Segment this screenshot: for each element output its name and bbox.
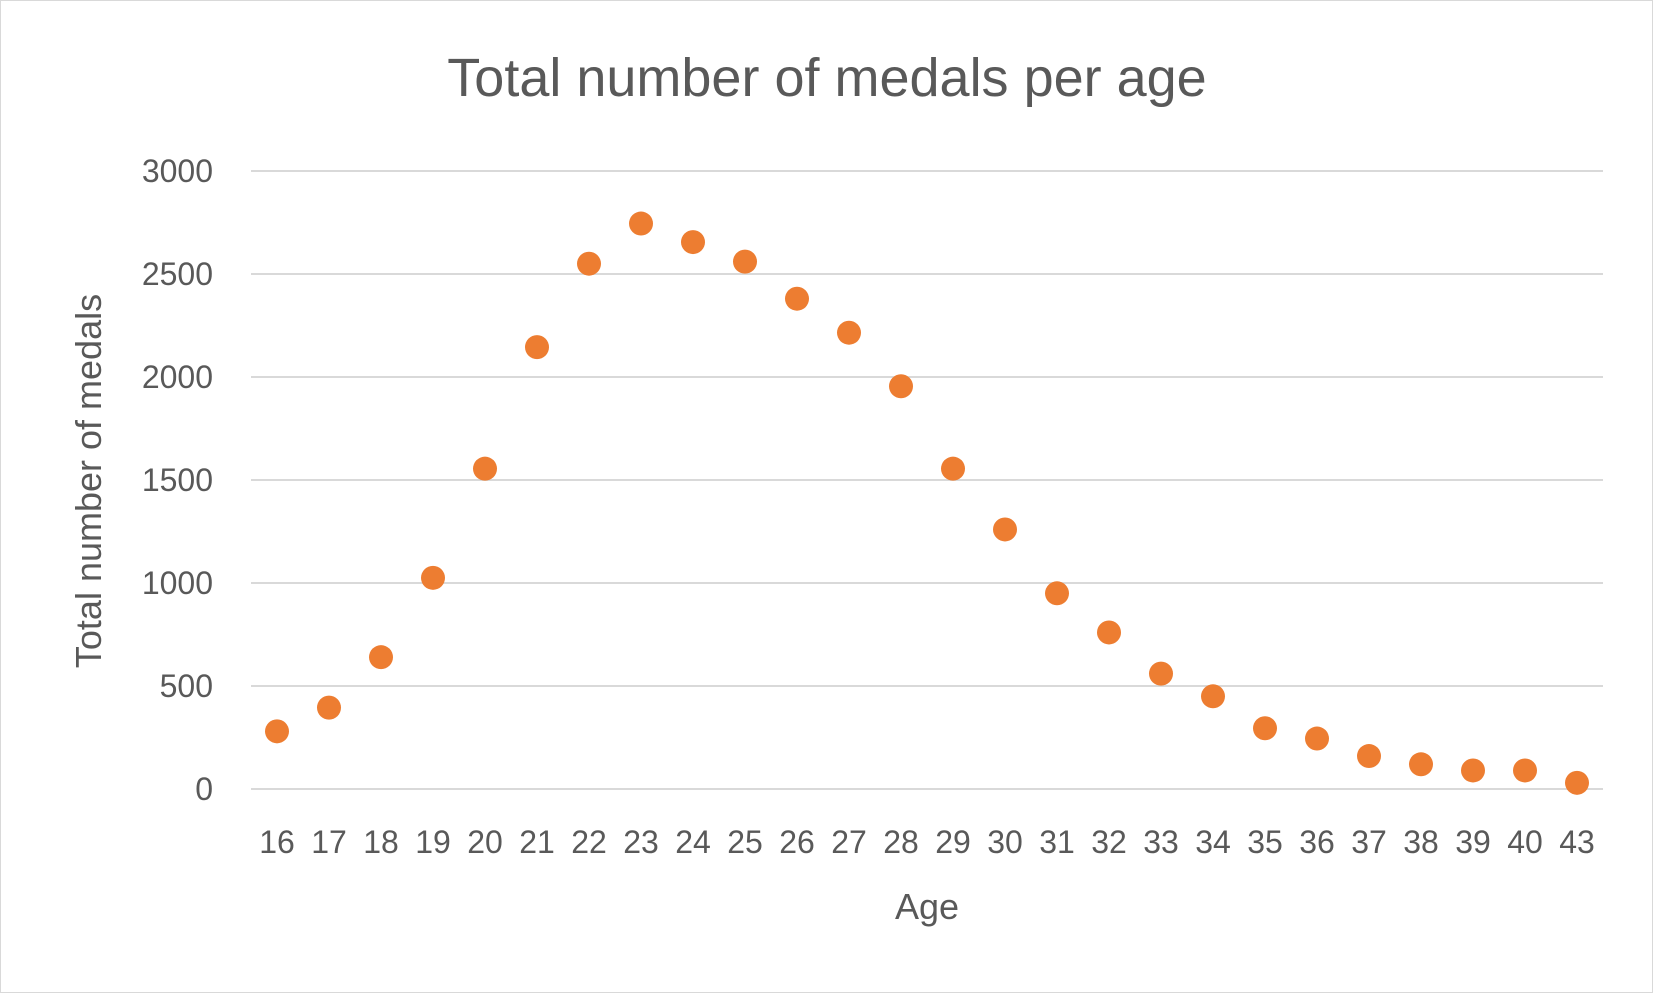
data-point-age-18 [369, 645, 393, 670]
y-tick-label: 2500 [142, 256, 213, 292]
x-tick-label: 40 [1507, 824, 1543, 860]
x-tick-label: 35 [1247, 824, 1283, 860]
x-tick-label: 39 [1455, 824, 1491, 860]
x-tick-label: 34 [1195, 824, 1231, 860]
data-point-age-34 [1201, 684, 1225, 709]
x-tick-label: 38 [1403, 824, 1439, 860]
x-tick-label: 36 [1299, 824, 1335, 860]
x-tick-label: 25 [727, 824, 763, 860]
gridlines [251, 170, 1603, 790]
data-point-age-24 [681, 230, 705, 255]
x-tick-label: 43 [1559, 824, 1595, 860]
chart-title: Total number of medals per age [447, 48, 1206, 108]
y-tick-label: 0 [195, 771, 213, 807]
x-tick-label: 32 [1091, 824, 1127, 860]
data-points [265, 211, 1589, 795]
data-point-age-20 [473, 456, 497, 481]
x-tick-label: 29 [935, 824, 971, 860]
y-tick-label: 1500 [142, 462, 213, 498]
x-tick-label: 31 [1039, 824, 1075, 860]
y-axis-tick-labels: 0 500 1000 1500 2000 2500 3000 [142, 153, 213, 807]
x-tick-label: 30 [987, 824, 1023, 860]
data-point-age-29 [941, 456, 965, 481]
x-tick-label: 33 [1143, 824, 1179, 860]
data-point-age-35 [1253, 716, 1277, 741]
data-point-age-27 [837, 320, 861, 345]
y-tick-label: 3000 [142, 153, 213, 189]
x-axis-title: Age [895, 886, 959, 927]
data-point-age-43 [1565, 770, 1589, 795]
x-tick-label: 20 [467, 824, 503, 860]
x-tick-label: 18 [363, 824, 399, 860]
data-point-age-28 [889, 374, 913, 399]
data-point-age-38 [1409, 752, 1433, 777]
data-point-age-17 [317, 695, 341, 720]
data-point-age-37 [1357, 744, 1381, 769]
y-tick-label: 2000 [142, 359, 213, 395]
x-tick-label: 24 [675, 824, 711, 860]
x-tick-label: 19 [415, 824, 451, 860]
data-point-age-33 [1149, 661, 1173, 686]
data-point-age-36 [1305, 726, 1329, 751]
data-point-age-32 [1097, 620, 1121, 645]
y-axis-title: Total number of medals [68, 294, 109, 668]
data-point-age-39 [1461, 758, 1485, 783]
data-point-age-21 [525, 335, 549, 360]
x-tick-label: 17 [311, 824, 347, 860]
x-tick-label: 23 [623, 824, 659, 860]
data-point-age-22 [577, 251, 601, 276]
x-tick-label: 26 [779, 824, 815, 860]
data-point-age-30 [993, 517, 1017, 542]
x-tick-label: 22 [571, 824, 607, 860]
data-point-age-23 [629, 211, 653, 236]
data-point-age-25 [733, 249, 757, 274]
x-tick-label: 27 [831, 824, 867, 860]
x-tick-label: 21 [519, 824, 555, 860]
y-tick-label: 500 [160, 668, 213, 704]
x-tick-label: 16 [259, 824, 295, 860]
data-point-age-40 [1513, 758, 1537, 783]
data-point-age-16 [265, 719, 289, 744]
data-point-age-26 [785, 286, 809, 311]
x-tick-label: 28 [883, 824, 919, 860]
x-tick-label: 37 [1351, 824, 1387, 860]
y-tick-label: 1000 [142, 565, 213, 601]
data-point-age-31 [1045, 581, 1069, 606]
data-point-age-19 [421, 565, 445, 590]
x-axis-tick-labels: 16 17 18 19 20 21 22 23 24 25 26 27 28 29 30 31 32 33 34 35… [259, 824, 1595, 860]
